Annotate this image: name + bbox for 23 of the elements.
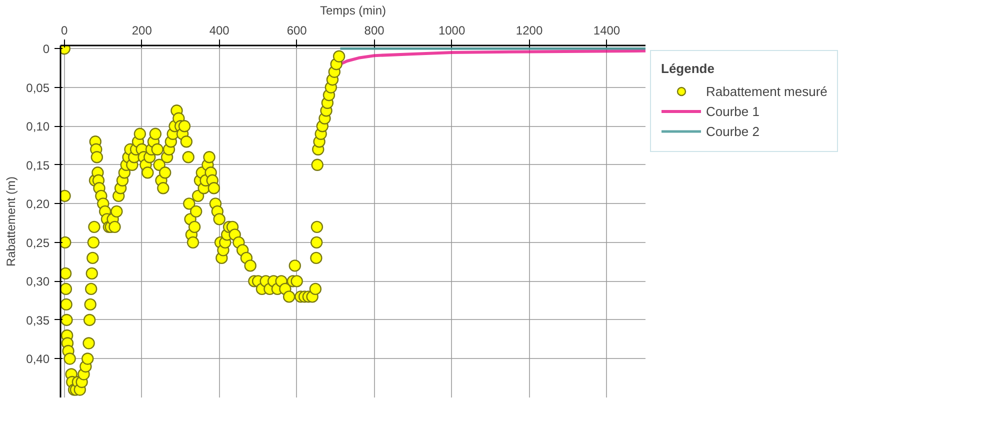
x-tick-label: 1000 (438, 24, 466, 38)
y-tick-label: 0,40 (26, 352, 50, 366)
x-tick-label: 200 (132, 24, 152, 38)
y-tick-label: 0,30 (26, 274, 50, 289)
x-tick-label: 800 (364, 24, 385, 38)
x-axis-title: Temps (min) (320, 4, 386, 18)
y-tick-label: 0,10 (26, 120, 50, 134)
x-tick-label: 0 (61, 24, 68, 38)
y-tick-label: 0 (42, 42, 50, 56)
x-tick-label: 1200 (516, 24, 543, 38)
x-tick-label: 400 (209, 24, 230, 38)
x-tick-label: 1400 (593, 24, 620, 38)
y-axis-title: Rabattement (m) (4, 176, 18, 267)
y-tick-label: 0,20 (26, 197, 50, 212)
x-tick-label: 600 (286, 24, 308, 38)
y-tick-label: 0,35 (26, 313, 50, 328)
y-tick-label: 0,05 (26, 80, 50, 95)
y-tick-label: 0,25 (26, 236, 50, 250)
y-tick-label: 0,15 (26, 158, 50, 172)
legend-label: Courbe 2 (706, 124, 760, 138)
legend-label: Courbe 1 (706, 104, 760, 118)
legend-title: Légende (661, 61, 716, 76)
legend-label: Rabattement mesuré (706, 84, 828, 98)
